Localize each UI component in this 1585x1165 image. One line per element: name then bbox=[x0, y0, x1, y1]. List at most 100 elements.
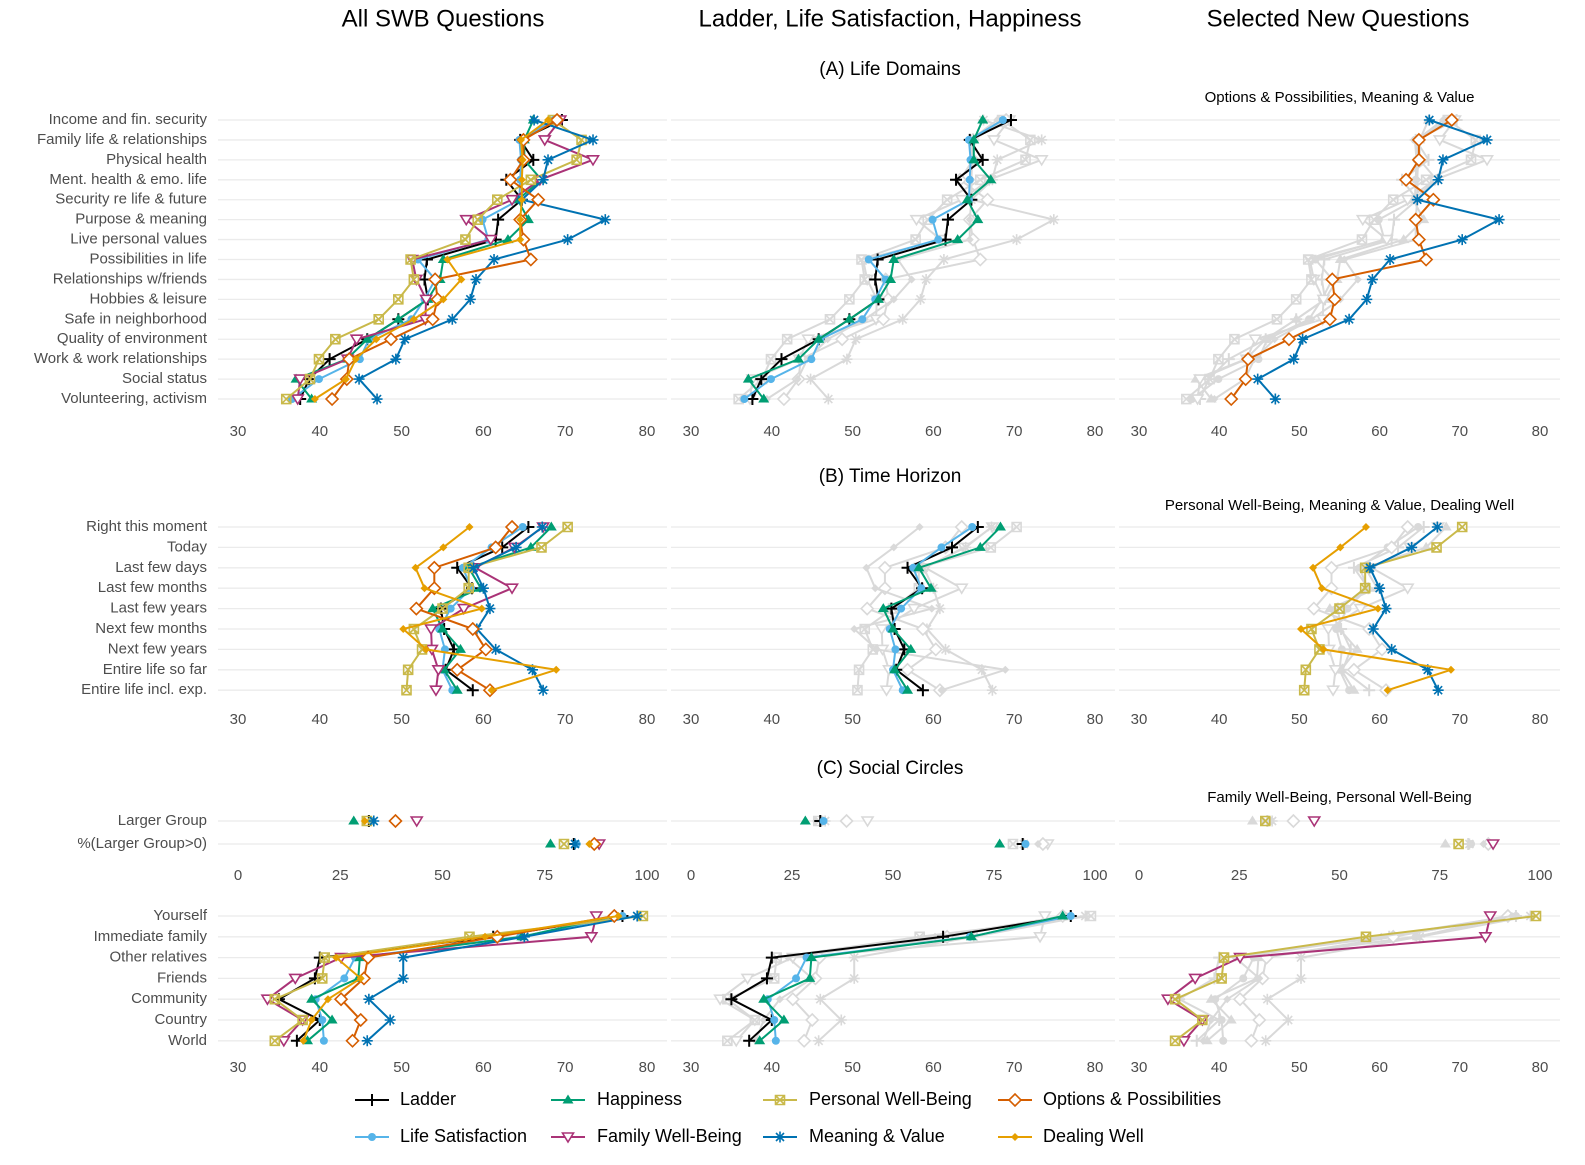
marker bbox=[526, 664, 538, 676]
marker bbox=[1400, 194, 1415, 207]
marker bbox=[848, 952, 860, 964]
marker bbox=[460, 234, 471, 245]
marker bbox=[1222, 353, 1235, 366]
marker bbox=[952, 234, 964, 244]
x-tick-label: 30 bbox=[230, 423, 247, 440]
x-tick-label: 50 bbox=[393, 1059, 410, 1076]
x-tick-label: 70 bbox=[1006, 1059, 1023, 1076]
marker bbox=[889, 664, 901, 674]
marker bbox=[411, 563, 420, 572]
marker bbox=[848, 972, 860, 984]
marker bbox=[1432, 174, 1444, 186]
marker bbox=[1219, 1036, 1228, 1045]
marker bbox=[862, 563, 871, 572]
marker bbox=[1351, 643, 1363, 653]
marker bbox=[340, 974, 349, 983]
marker bbox=[280, 393, 292, 405]
marker bbox=[1290, 313, 1302, 323]
marker bbox=[804, 972, 816, 982]
marker bbox=[768, 973, 780, 984]
section-title: (C) Social Circles bbox=[817, 758, 964, 779]
legend-label: Happiness bbox=[597, 1089, 682, 1109]
marker bbox=[807, 355, 816, 364]
x-tick-label: 70 bbox=[557, 711, 574, 728]
marker bbox=[409, 315, 418, 324]
x-tick-label: 75 bbox=[1431, 867, 1448, 884]
marker bbox=[792, 353, 804, 363]
marker bbox=[968, 134, 980, 144]
y-tick-label: Safe in neighborhood bbox=[64, 310, 207, 327]
y-tick-label: Country bbox=[154, 1011, 207, 1028]
marker bbox=[1007, 838, 1019, 850]
marker bbox=[1384, 540, 1399, 555]
marker bbox=[934, 603, 946, 615]
x-tick-label: 80 bbox=[1532, 711, 1549, 728]
marker bbox=[402, 664, 414, 676]
x-tick-label: 25 bbox=[784, 867, 801, 884]
marker bbox=[1286, 813, 1301, 829]
marker bbox=[361, 333, 373, 343]
marker bbox=[937, 543, 946, 552]
marker bbox=[439, 295, 448, 304]
marker bbox=[1317, 584, 1326, 593]
x-tick-label: 0 bbox=[687, 867, 695, 884]
y-tick-label: Next few years bbox=[108, 640, 207, 657]
x-tick-label: 70 bbox=[1006, 711, 1023, 728]
marker bbox=[1386, 643, 1398, 655]
marker bbox=[824, 314, 836, 325]
marker bbox=[1307, 816, 1322, 828]
marker bbox=[928, 215, 937, 224]
marker bbox=[834, 332, 850, 347]
marker bbox=[483, 234, 498, 247]
marker bbox=[586, 155, 600, 167]
marker bbox=[525, 174, 537, 186]
marker bbox=[1297, 333, 1309, 345]
marker bbox=[819, 817, 828, 825]
marker bbox=[409, 816, 424, 828]
marker bbox=[1255, 974, 1264, 983]
marker bbox=[456, 603, 471, 616]
marker bbox=[304, 373, 316, 385]
marker bbox=[909, 214, 924, 227]
marker bbox=[1364, 562, 1376, 574]
marker bbox=[1217, 1016, 1226, 1024]
marker bbox=[1367, 623, 1379, 635]
marker bbox=[1224, 391, 1239, 407]
marker bbox=[749, 1014, 761, 1026]
marker bbox=[839, 813, 854, 829]
x-tick-label: 70 bbox=[557, 423, 574, 440]
marker bbox=[733, 393, 744, 405]
marker bbox=[1426, 192, 1441, 207]
marker bbox=[1302, 254, 1314, 265]
marker bbox=[805, 1012, 820, 1028]
marker bbox=[431, 665, 446, 677]
marker bbox=[348, 815, 360, 825]
panel-subtitle: Personal Well-Being, Meaning & Value, De… bbox=[1165, 497, 1514, 514]
marker bbox=[799, 815, 811, 825]
legend-label: Personal Well-Being bbox=[809, 1089, 972, 1109]
marker bbox=[1414, 931, 1426, 943]
marker bbox=[805, 373, 817, 385]
marker bbox=[1336, 543, 1345, 552]
marker bbox=[1340, 255, 1349, 264]
marker bbox=[319, 952, 331, 963]
marker bbox=[1295, 952, 1307, 964]
x-tick-label: 25 bbox=[332, 867, 349, 884]
legend-label: Meaning & Value bbox=[809, 1126, 945, 1146]
x-tick-label: 30 bbox=[683, 711, 700, 728]
marker bbox=[856, 254, 867, 265]
marker bbox=[902, 684, 914, 694]
marker bbox=[276, 1036, 291, 1048]
marker bbox=[1420, 174, 1432, 186]
marker bbox=[1432, 684, 1444, 696]
marker bbox=[1306, 601, 1321, 616]
marker bbox=[503, 172, 518, 187]
marker bbox=[889, 543, 898, 552]
marker bbox=[614, 912, 623, 920]
marker bbox=[571, 154, 582, 166]
x-tick-label: 40 bbox=[1211, 1059, 1228, 1076]
marker bbox=[1346, 662, 1362, 677]
marker bbox=[589, 911, 604, 923]
marker bbox=[368, 815, 380, 827]
y-tick-label: Work & work relationships bbox=[34, 350, 207, 367]
